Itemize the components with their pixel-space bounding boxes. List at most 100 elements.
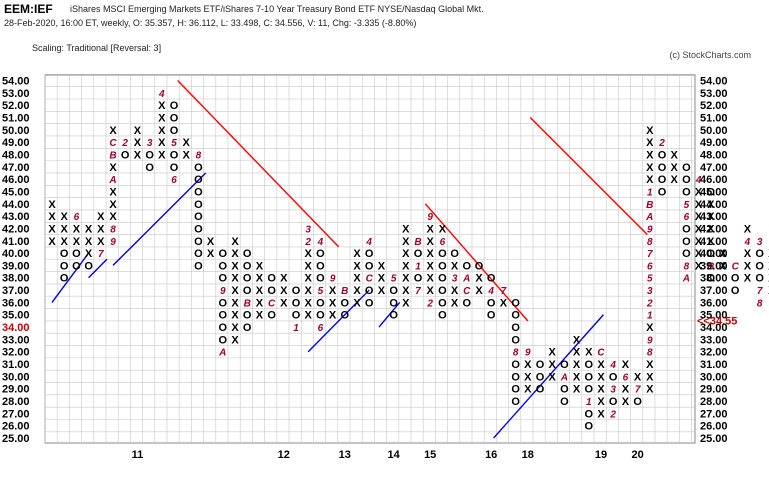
pnf-x-mark: X <box>109 199 117 211</box>
pnf-o-mark: O <box>438 310 447 322</box>
y-tick-label-left: 27.00 <box>2 408 30 420</box>
pnf-o-mark: O <box>194 260 203 272</box>
pnf-month-mark: A <box>108 175 116 186</box>
x-tick-label: 11 <box>132 449 144 461</box>
pnf-o-mark: O <box>682 186 691 198</box>
pnf-x-mark: X <box>695 236 703 248</box>
pnf-month-mark: 5 <box>171 138 177 149</box>
pnf-o-mark: O <box>316 297 325 309</box>
pnf-x-mark: X <box>744 248 752 260</box>
y-tick-label-left: 31.00 <box>2 359 30 371</box>
scaling-info: Scaling: Traditional [Reversal: 3] <box>32 43 162 53</box>
pnf-x-mark: X <box>707 223 715 235</box>
pnf-o-mark: O <box>536 371 545 383</box>
pnf-month-mark: 8 <box>110 224 116 235</box>
pnf-month-mark: 3 <box>647 286 653 297</box>
support-line <box>493 314 604 439</box>
pnf-o-mark: O <box>560 359 569 371</box>
pnf-x-mark: X <box>671 162 679 174</box>
pnf-x-mark: X <box>207 236 215 248</box>
pnf-o-mark: O <box>511 310 520 322</box>
pnf-month-mark: 9 <box>647 224 653 235</box>
y-tick-label-right: 34.00 <box>700 322 728 334</box>
pnf-o-mark: O <box>84 260 93 272</box>
pnf-x-mark: X <box>634 371 642 383</box>
pnf-o-mark: O <box>170 162 179 174</box>
pnf-x-mark: X <box>402 260 410 272</box>
pnf-month-mark: 8 <box>684 261 690 272</box>
pnf-o-mark: O <box>194 236 203 248</box>
pnf-month-mark: 2 <box>646 298 653 309</box>
pnf-month-mark: C <box>109 138 117 149</box>
pnf-o-mark: O <box>609 396 618 408</box>
pnf-x-mark: X <box>695 186 703 198</box>
pnf-month-mark: 4 <box>158 89 165 100</box>
pnf-x-mark: X <box>524 384 532 396</box>
pnf-x-mark: X <box>671 174 679 186</box>
pnf-x-mark: X <box>439 223 447 235</box>
pnf-month-mark: 7 <box>501 286 507 297</box>
pnf-month-mark: B <box>707 261 714 272</box>
pnf-month-mark: 7 <box>757 286 763 297</box>
pnf-x-mark: X <box>646 359 654 371</box>
y-tick-label-right: 31.00 <box>700 359 728 371</box>
y-tick-label-right: 33.00 <box>700 334 728 346</box>
pnf-x-mark: X <box>719 260 727 272</box>
y-tick-label-left: 26.00 <box>2 421 30 433</box>
pnf-o-mark: O <box>414 248 423 260</box>
pnf-o-mark: O <box>365 248 374 260</box>
y-tick-label-left: 51.00 <box>2 112 30 124</box>
pnf-month-mark: A <box>560 372 568 383</box>
pnf-x-mark: X <box>109 125 117 137</box>
y-tick-label-right: 27.00 <box>700 408 728 420</box>
pnf-x-mark: X <box>646 149 654 161</box>
pnf-x-mark: X <box>585 347 593 359</box>
pnf-o-mark: O <box>511 384 520 396</box>
support-line <box>88 258 108 279</box>
pnf-o-mark: O <box>585 371 594 383</box>
pnf-o-mark: O <box>707 248 716 260</box>
pnf-x-mark: X <box>183 149 191 161</box>
pnf-month-mark: B <box>109 150 116 161</box>
pnf-x-mark: X <box>402 236 410 248</box>
pnf-o-mark: O <box>219 297 228 309</box>
pnf-x-mark: X <box>329 310 337 322</box>
y-tick-label-right: 28.00 <box>700 396 728 408</box>
pnf-x-mark: X <box>231 260 239 272</box>
y-tick-label-left: 29.00 <box>2 384 30 396</box>
pnf-o-mark: O <box>487 297 496 309</box>
pnf-month-mark: 7 <box>647 249 653 260</box>
pnf-x-mark: X <box>500 297 508 309</box>
pnf-x-mark: X <box>73 236 81 248</box>
pnf-x-mark: X <box>549 371 557 383</box>
trend-lines <box>51 80 648 439</box>
pnf-x-mark: X <box>646 322 654 334</box>
pnf-o-mark: O <box>365 285 374 297</box>
x-tick-label: 12 <box>278 449 290 461</box>
chart-grid <box>44 74 696 444</box>
support-line <box>112 172 207 266</box>
pnf-x-mark: X <box>329 285 337 297</box>
pnf-x-mark: X <box>646 162 654 174</box>
y-tick-label-left: 52.00 <box>2 100 30 112</box>
y-tick-label-left: 34.00 <box>2 322 30 334</box>
pnf-o-mark: O <box>511 297 520 309</box>
pnf-month-mark: 1 <box>647 311 653 322</box>
pnf-o-mark: O <box>682 236 691 248</box>
pnf-x-mark: X <box>427 248 435 260</box>
pnf-x-mark: X <box>305 297 313 309</box>
pnf-x-mark: X <box>256 297 264 309</box>
pnf-month-mark: 4 <box>487 286 494 297</box>
y-tick-label-right: 41.00 <box>700 236 728 248</box>
pnf-o-mark: O <box>243 310 252 322</box>
pnf-x-mark: X <box>451 285 459 297</box>
y-tick-label-right: 52.00 <box>700 100 728 112</box>
pnf-month-mark: 8 <box>196 150 202 161</box>
pnf-x-mark: X <box>646 384 654 396</box>
pnf-o-mark: O <box>707 273 716 285</box>
pnf-x-mark: X <box>744 260 752 272</box>
pnf-month-mark: 6 <box>440 237 446 248</box>
pnf-x-mark: X <box>707 199 715 211</box>
pnf-o-mark: O <box>438 248 447 260</box>
pnf-x-mark: X <box>573 359 581 371</box>
